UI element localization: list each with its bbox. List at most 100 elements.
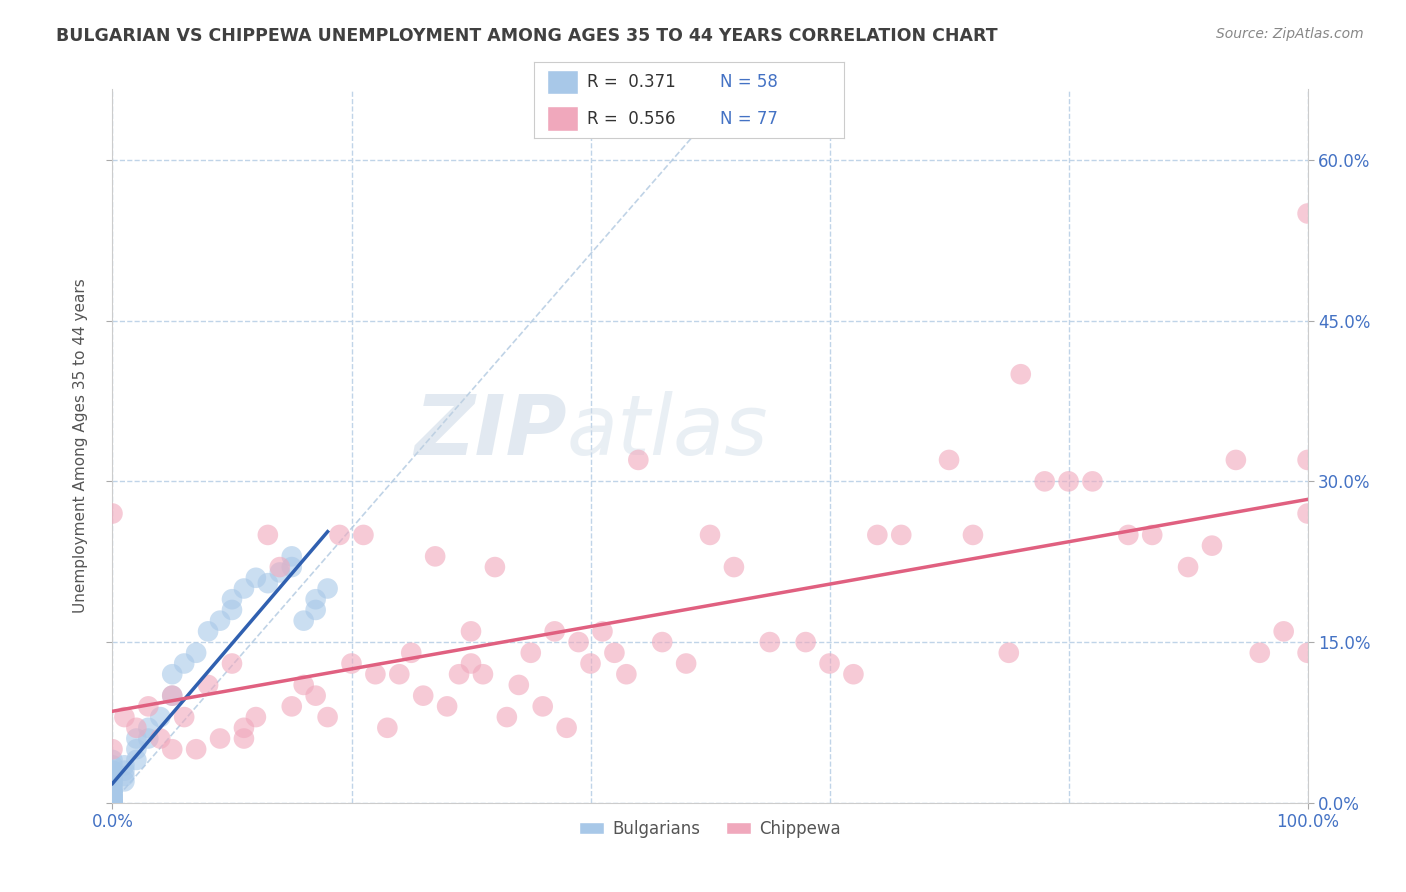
Point — [101, 796, 124, 810]
Point — [616, 667, 638, 681]
Point — [412, 689, 434, 703]
Text: R =  0.556: R = 0.556 — [586, 110, 675, 128]
Point — [101, 742, 124, 756]
Point — [101, 758, 124, 772]
Point — [759, 635, 782, 649]
Point — [842, 667, 865, 681]
Point — [316, 710, 339, 724]
Point — [114, 769, 135, 783]
Point — [114, 710, 135, 724]
Point — [125, 721, 148, 735]
Point — [101, 780, 124, 794]
Point — [233, 721, 256, 735]
Point — [305, 603, 328, 617]
Point — [1225, 453, 1247, 467]
Point — [447, 667, 470, 681]
Point — [1296, 206, 1319, 220]
Point — [627, 453, 650, 467]
Point — [292, 614, 315, 628]
Point — [101, 785, 124, 799]
Point — [221, 592, 243, 607]
Point — [101, 785, 124, 799]
Point — [101, 790, 124, 805]
Point — [1272, 624, 1295, 639]
Point — [233, 731, 256, 746]
Point — [101, 790, 124, 805]
Point — [209, 731, 232, 746]
Point — [1118, 528, 1140, 542]
Point — [138, 721, 160, 735]
Point — [114, 774, 135, 789]
Point — [352, 528, 374, 542]
Point — [101, 774, 124, 789]
Bar — [547, 70, 578, 95]
Point — [125, 753, 148, 767]
Point — [508, 678, 530, 692]
Point — [425, 549, 447, 564]
Point — [149, 731, 172, 746]
Text: R =  0.371: R = 0.371 — [586, 73, 676, 91]
Point — [1010, 368, 1032, 382]
Point — [603, 646, 626, 660]
Point — [496, 710, 519, 724]
Point — [962, 528, 984, 542]
Point — [592, 624, 614, 639]
Text: N = 58: N = 58 — [720, 73, 778, 91]
Point — [1033, 475, 1056, 489]
Point — [866, 528, 889, 542]
Point — [101, 780, 124, 794]
Point — [794, 635, 817, 649]
Point — [101, 796, 124, 810]
Point — [233, 582, 256, 596]
Point — [245, 710, 267, 724]
Point — [1201, 539, 1223, 553]
Point — [484, 560, 506, 574]
Point — [101, 796, 124, 810]
Point — [723, 560, 745, 574]
Point — [101, 790, 124, 805]
Point — [998, 646, 1021, 660]
Point — [114, 764, 135, 778]
Point — [138, 731, 160, 746]
Point — [245, 571, 267, 585]
Point — [101, 796, 124, 810]
Point — [101, 785, 124, 799]
Point — [269, 560, 291, 574]
Point — [568, 635, 591, 649]
Point — [1296, 507, 1319, 521]
Point — [579, 657, 602, 671]
Point — [101, 507, 124, 521]
Point — [162, 689, 183, 703]
Point — [1081, 475, 1104, 489]
Point — [377, 721, 399, 735]
Point — [101, 774, 124, 789]
Point — [818, 657, 841, 671]
Point — [186, 742, 208, 756]
Text: atlas: atlas — [567, 392, 768, 472]
Point — [281, 699, 304, 714]
Point — [101, 796, 124, 810]
Point — [101, 790, 124, 805]
Text: ZIP: ZIP — [413, 392, 567, 472]
Point — [101, 764, 124, 778]
Point — [162, 667, 183, 681]
Text: BULGARIAN VS CHIPPEWA UNEMPLOYMENT AMONG AGES 35 TO 44 YEARS CORRELATION CHART: BULGARIAN VS CHIPPEWA UNEMPLOYMENT AMONG… — [56, 27, 998, 45]
Point — [1142, 528, 1164, 542]
Point — [173, 657, 195, 671]
Point — [101, 785, 124, 799]
Point — [292, 678, 315, 692]
Point — [938, 453, 960, 467]
Point — [305, 689, 328, 703]
Point — [257, 528, 280, 542]
Point — [316, 582, 339, 596]
Point — [281, 549, 304, 564]
Point — [101, 790, 124, 805]
Point — [388, 667, 411, 681]
Point — [221, 657, 243, 671]
Point — [699, 528, 721, 542]
Point — [149, 710, 172, 724]
Text: Source: ZipAtlas.com: Source: ZipAtlas.com — [1216, 27, 1364, 41]
Point — [890, 528, 912, 542]
Point — [543, 624, 565, 639]
Bar — [547, 106, 578, 130]
